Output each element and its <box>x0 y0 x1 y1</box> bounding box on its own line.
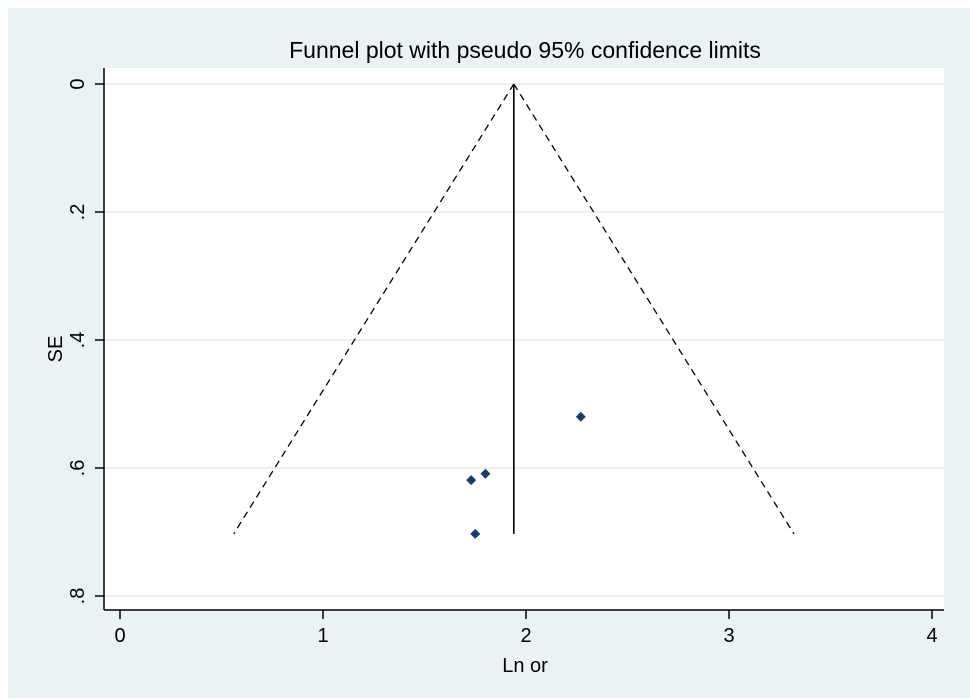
lower-confidence-limit <box>233 83 515 535</box>
x-axis-ticks: 0 1 2 3 4 <box>114 610 938 647</box>
chart-frame: 0 1 2 3 4 0 .2 .4 .6 .8 Funnel plot with pseudo … <box>8 8 970 698</box>
x-axis-label: Ln or <box>502 655 548 677</box>
x-tick-label: 0 <box>114 625 125 647</box>
axes <box>103 68 944 611</box>
study-point <box>480 468 491 479</box>
y-axis-ticks: 0 .2 .4 .6 .8 <box>67 78 104 604</box>
study-point <box>466 475 477 486</box>
x-tick-label: 2 <box>520 625 531 647</box>
x-tick-label: 1 <box>317 625 328 647</box>
y-tick-label: .2 <box>67 204 89 221</box>
chart-title: Funnel plot with pseudo 95% confidence l… <box>289 37 761 63</box>
funnel-plot: 0 1 2 3 4 0 .2 .4 .6 .8 Funnel plot with pseudo … <box>45 37 944 677</box>
funnel-lines <box>233 83 795 535</box>
y-tick-label: 0 <box>67 78 89 89</box>
plot-area <box>104 68 944 610</box>
x-tick-label: 4 <box>926 625 937 647</box>
x-tick-label: 3 <box>723 625 734 647</box>
study-point <box>470 528 481 539</box>
upper-confidence-limit <box>513 83 795 535</box>
y-tick-label: .4 <box>67 332 89 349</box>
gridlines <box>104 83 944 597</box>
y-axis-label: SE <box>45 336 67 363</box>
study-point <box>575 411 586 422</box>
y-tick-label: .6 <box>67 460 89 477</box>
study-points <box>466 411 586 539</box>
y-tick-label: .8 <box>67 588 89 605</box>
